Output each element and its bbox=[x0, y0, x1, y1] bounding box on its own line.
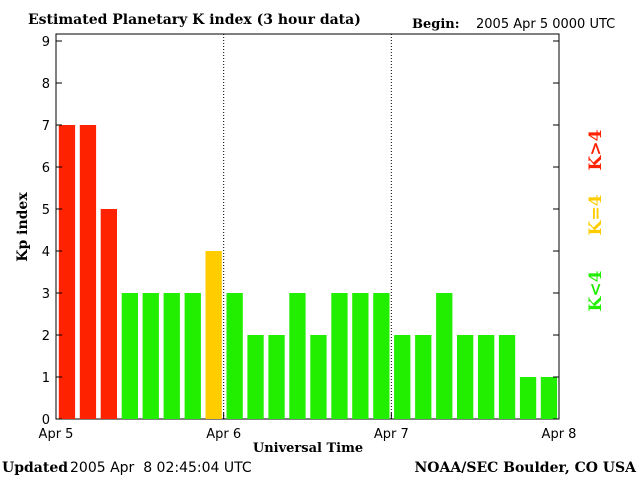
legend-equal: K=4 bbox=[586, 194, 606, 235]
legend-low: K<4 bbox=[586, 270, 606, 311]
chart-title: Estimated Planetary K index (3 hour data… bbox=[28, 12, 361, 28]
kp-bar bbox=[163, 293, 180, 419]
kp-bar bbox=[205, 251, 222, 419]
kp-bar bbox=[352, 293, 369, 419]
kp-bar bbox=[247, 335, 264, 419]
kp-bar bbox=[436, 293, 453, 419]
source-credit: NOAA/SEC Boulder, CO USA bbox=[415, 460, 638, 476]
updated-label: Updated bbox=[2, 460, 68, 476]
kp-bar bbox=[540, 377, 558, 419]
kp-bar bbox=[498, 335, 516, 419]
y-tick-label: 4 bbox=[42, 245, 50, 260]
y-tick-label: 2 bbox=[42, 329, 50, 344]
begin-value: 2005 Apr 5 0000 UTC bbox=[476, 17, 615, 32]
y-axis-ticks: 0 1 2 3 4 5 6 7 8 9 bbox=[42, 35, 559, 428]
y-tick-label: 8 bbox=[42, 77, 50, 92]
legend-high: K>4 bbox=[586, 129, 606, 170]
kp-bar bbox=[394, 335, 411, 419]
x-tick-label: Apr 5 bbox=[39, 427, 74, 442]
y-tick-label: 6 bbox=[42, 161, 50, 176]
y-tick-label: 7 bbox=[42, 119, 50, 134]
x-tick-label: Apr 6 bbox=[206, 427, 241, 442]
x-tick-label: Apr 7 bbox=[374, 427, 409, 442]
kp-bar bbox=[226, 293, 243, 419]
y-tick-label: 3 bbox=[42, 287, 50, 302]
day-gridlines bbox=[223, 34, 392, 419]
kp-bar bbox=[121, 293, 138, 419]
kp-bar bbox=[100, 209, 117, 419]
kp-bar bbox=[58, 125, 76, 419]
kp-bar bbox=[478, 335, 495, 419]
kp-bar bbox=[184, 293, 201, 419]
kp-bar bbox=[79, 125, 97, 419]
y-tick-label: 1 bbox=[42, 371, 50, 386]
y-tick-label: 5 bbox=[42, 203, 50, 218]
x-axis-ticks: Apr 5 Apr 6 Apr 7 Apr 8 bbox=[39, 413, 577, 442]
kp-bar bbox=[289, 293, 306, 419]
plot-frame bbox=[55, 33, 560, 420]
x-axis-label: Universal Time bbox=[253, 441, 363, 456]
kp-bar bbox=[142, 293, 159, 419]
kp-bar bbox=[373, 293, 390, 419]
kp-bar bbox=[331, 293, 348, 419]
bars bbox=[58, 125, 558, 419]
x-tick-label: Apr 8 bbox=[542, 427, 577, 442]
updated-value: 2005 Apr 8 02:45:04 UTC bbox=[70, 460, 252, 476]
begin-label: Begin: bbox=[412, 17, 460, 32]
y-axis-label: Kp index bbox=[15, 192, 31, 262]
kp-bar bbox=[519, 377, 537, 419]
y-tick-label: 0 bbox=[42, 413, 50, 428]
kp-bar bbox=[415, 335, 432, 419]
kp-bar bbox=[457, 335, 474, 419]
kp-bar bbox=[310, 335, 327, 419]
kp-bar bbox=[268, 335, 285, 419]
y-tick-label: 9 bbox=[42, 35, 50, 50]
